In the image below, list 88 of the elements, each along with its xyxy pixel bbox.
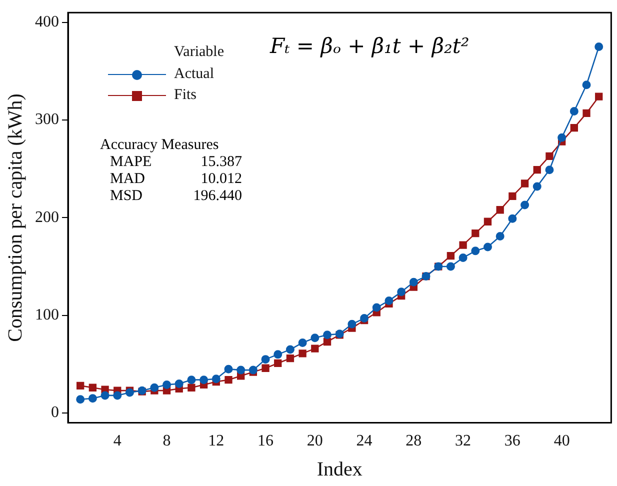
x-tick-label: 32 (455, 432, 472, 450)
point (262, 364, 270, 372)
point (384, 296, 394, 305)
x-tick-label: 36 (504, 432, 520, 450)
point (298, 350, 306, 358)
x-tick-label: 24 (356, 432, 372, 450)
point (397, 288, 406, 296)
point (570, 124, 578, 132)
point (472, 229, 480, 238)
point (483, 242, 492, 252)
point (570, 106, 578, 116)
x-axis-title: Index (316, 458, 362, 480)
point (286, 345, 294, 354)
annotation: Accuracy Measures (100, 137, 220, 154)
point (286, 354, 294, 362)
point (520, 180, 529, 188)
point (274, 350, 282, 359)
point (409, 278, 418, 286)
y-tick-label: 0 (51, 404, 59, 422)
point (236, 366, 246, 374)
point (187, 376, 196, 384)
point (200, 376, 208, 384)
point (484, 218, 492, 226)
point (348, 320, 356, 328)
y-tick-label: 300 (35, 111, 59, 128)
x-tick-label: 40 (554, 432, 570, 450)
point (582, 109, 590, 118)
legend-title: Variable (173, 44, 224, 62)
x-tick-label: 8 (162, 432, 171, 450)
y-axis-title: Consumption per capita (kWh) (4, 94, 26, 342)
point (446, 262, 455, 271)
point (471, 246, 480, 256)
x-tick-label: 4 (113, 432, 122, 450)
point (508, 214, 517, 223)
point (520, 200, 530, 210)
point (594, 42, 604, 52)
point (545, 166, 554, 174)
point (595, 92, 603, 100)
point (459, 241, 467, 249)
x-tick-label: 20 (306, 432, 323, 450)
legend-label: Actual (174, 66, 214, 83)
annotation: 196.440 (192, 188, 242, 205)
point (248, 366, 258, 374)
point (310, 334, 320, 342)
x-tick-label: 28 (406, 432, 422, 450)
annotation: Fₜ = βₒ + β₁t + β₂t² (270, 34, 470, 58)
point (174, 379, 184, 388)
point (323, 338, 332, 346)
legend-label: Fits (174, 87, 197, 104)
annotation: MSD (110, 188, 144, 205)
point (162, 380, 172, 389)
point (298, 338, 307, 347)
point (546, 152, 554, 160)
point (212, 374, 220, 384)
point (274, 359, 282, 368)
y-tick-label: 200 (35, 208, 59, 226)
annotation: MAD (110, 171, 146, 188)
annotation: 10.012 (200, 171, 242, 188)
y-tick-label: 400 (35, 14, 59, 31)
point (76, 395, 85, 404)
point (508, 192, 516, 200)
point (100, 391, 110, 400)
point (76, 382, 84, 390)
point (224, 376, 232, 384)
point (125, 388, 134, 397)
x-tick-label: 16 (258, 432, 274, 450)
point (496, 232, 504, 241)
point (150, 383, 159, 392)
point (533, 166, 541, 174)
point (88, 384, 97, 392)
point (446, 252, 455, 260)
x-tick-label: 12 (208, 432, 224, 450)
point (558, 133, 566, 142)
point (582, 80, 591, 90)
y-tick-label: 100 (35, 306, 59, 324)
point (496, 206, 504, 214)
point (224, 364, 233, 374)
point (323, 330, 332, 340)
point (532, 182, 542, 191)
point (372, 303, 381, 312)
point (261, 355, 270, 364)
point (188, 384, 196, 392)
point (88, 394, 97, 403)
point (311, 344, 319, 352)
annotation: MAPE (110, 154, 153, 171)
point (458, 253, 468, 262)
annotation: 15.387 (200, 154, 242, 171)
point (113, 391, 122, 400)
